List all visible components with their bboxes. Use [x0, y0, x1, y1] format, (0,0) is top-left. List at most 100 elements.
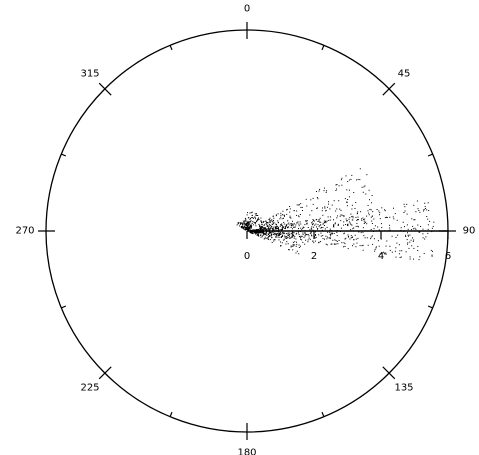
data-point	[338, 200, 340, 202]
data-point	[322, 223, 324, 225]
data-point	[333, 224, 334, 226]
data-point	[318, 190, 320, 192]
data-point	[363, 223, 365, 224]
data-point	[242, 226, 244, 228]
data-point	[344, 238, 346, 240]
angle-label: 45	[398, 69, 411, 80]
data-point	[368, 189, 370, 191]
data-point	[247, 229, 249, 231]
data-point	[416, 200, 418, 202]
data-point	[340, 209, 342, 211]
data-point	[378, 210, 380, 212]
data-point	[256, 213, 257, 215]
data-point	[340, 227, 342, 229]
data-point	[288, 233, 290, 235]
data-point	[406, 224, 408, 226]
data-point	[278, 230, 280, 232]
data-point	[389, 229, 391, 231]
data-point	[352, 217, 354, 219]
data-point	[254, 222, 256, 224]
data-point	[360, 211, 362, 213]
data-point	[427, 218, 429, 220]
data-point	[347, 223, 349, 225]
data-point	[318, 241, 320, 243]
data-point	[362, 244, 364, 246]
data-point	[357, 226, 359, 228]
data-point	[273, 229, 275, 231]
data-point	[251, 232, 253, 234]
data-point	[379, 218, 381, 220]
data-point	[283, 238, 285, 240]
data-point	[393, 207, 394, 209]
data-point	[329, 216, 331, 218]
data-point	[263, 233, 264, 235]
data-point	[329, 230, 331, 232]
data-point	[335, 243, 337, 245]
data-point	[251, 211, 253, 213]
data-point	[307, 239, 309, 241]
data-point	[341, 177, 343, 179]
data-point	[259, 228, 261, 230]
data-point	[259, 230, 261, 232]
data-point	[277, 235, 279, 237]
data-point	[308, 235, 310, 237]
data-point	[249, 226, 251, 228]
data-point	[260, 217, 262, 219]
data-point	[283, 233, 285, 235]
data-point	[248, 226, 250, 228]
data-point	[357, 219, 358, 221]
data-point	[318, 219, 320, 220]
data-point	[333, 226, 335, 228]
data-point	[301, 235, 303, 237]
data-point	[336, 184, 338, 186]
data-point	[295, 238, 297, 240]
data-point	[315, 234, 316, 235]
data-point	[279, 218, 281, 220]
data-point	[340, 220, 342, 222]
data-point	[377, 240, 379, 242]
data-point	[336, 188, 337, 190]
data-point	[314, 224, 316, 226]
data-point	[353, 192, 355, 193]
data-point	[304, 224, 306, 226]
data-point	[258, 235, 260, 237]
data-point	[329, 234, 331, 236]
data-point	[271, 237, 273, 239]
data-point	[392, 216, 394, 218]
data-point	[351, 204, 353, 206]
data-point	[291, 236, 293, 238]
data-point	[258, 234, 259, 236]
data-point	[378, 229, 380, 231]
data-point	[274, 239, 276, 241]
data-point	[263, 231, 265, 233]
data-point	[252, 229, 254, 231]
data-point	[309, 229, 311, 231]
data-point	[336, 230, 338, 232]
data-point	[413, 204, 415, 206]
data-point	[311, 234, 312, 236]
data-point	[281, 229, 283, 231]
data-point	[348, 218, 350, 220]
data-point	[324, 207, 326, 209]
data-point	[251, 215, 253, 217]
data-point	[351, 216, 353, 218]
data-point	[373, 218, 375, 220]
data-point	[334, 239, 336, 241]
data-point	[280, 241, 281, 243]
data-point	[298, 204, 300, 206]
data-point	[311, 210, 313, 212]
data-point	[412, 237, 413, 239]
data-point	[243, 220, 245, 222]
data-point	[256, 234, 258, 236]
data-point	[268, 235, 270, 237]
angle-tick	[61, 153, 67, 157]
data-point	[370, 229, 372, 230]
data-point	[259, 224, 261, 226]
data-point	[324, 221, 326, 222]
data-point	[427, 224, 429, 226]
data-point	[363, 219, 365, 220]
data-point	[246, 214, 248, 216]
data-point	[247, 220, 249, 222]
data-point	[362, 191, 364, 193]
data-point	[257, 232, 259, 234]
